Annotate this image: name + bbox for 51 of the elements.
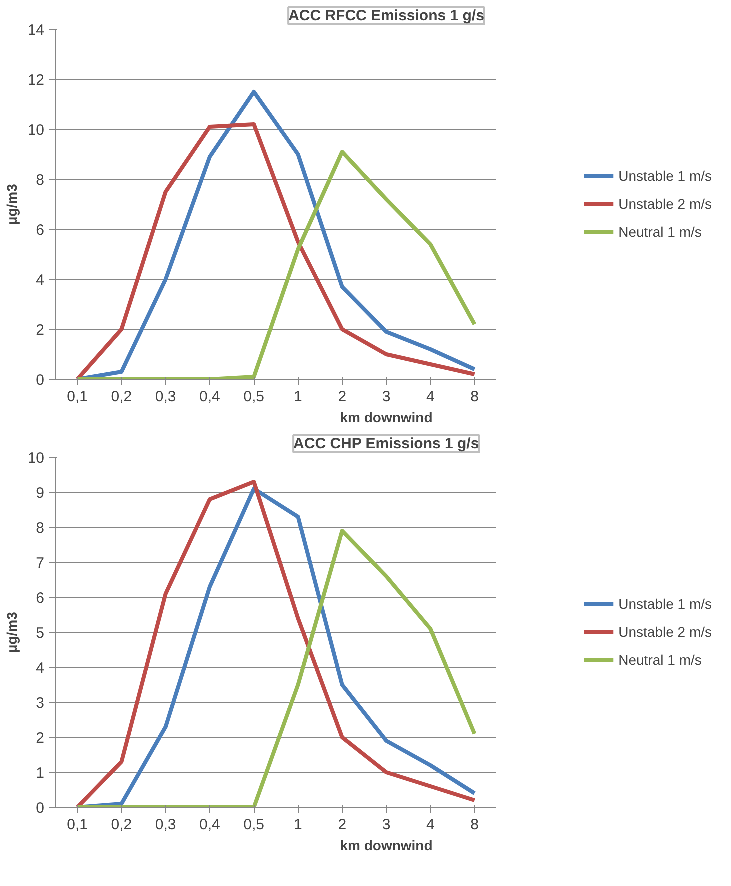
y-tick-label: 1 — [36, 765, 44, 782]
x-tick-label: 8 — [470, 388, 479, 406]
x-tick-label: 1 — [294, 388, 302, 406]
x-tick-label: 2 — [338, 816, 347, 834]
x-tick-label: 1 — [294, 816, 302, 834]
y-tick-label: 0 — [36, 372, 44, 389]
y-tick-label: 8 — [36, 520, 44, 537]
legend-label: Unstable 1 m/s — [618, 168, 712, 184]
y-tick-label: 4 — [36, 272, 44, 289]
x-tick-label: 8 — [470, 816, 479, 834]
chart-title: ACC RFCC Emissions 1 g/s — [288, 8, 484, 24]
y-tick-label: 2 — [36, 730, 44, 747]
y-axis-title: µg/m3 — [4, 612, 20, 653]
y-tick-label: 7 — [36, 555, 44, 572]
x-tick-label: 0,4 — [200, 816, 220, 834]
y-tick-label: 6 — [36, 222, 44, 239]
legend-label: Unstable 1 m/s — [618, 596, 712, 612]
x-tick-label: 3 — [382, 816, 391, 834]
legend-label: Unstable 2 m/s — [618, 196, 712, 212]
x-tick-label: 0,2 — [111, 816, 132, 834]
y-tick-label: 2 — [36, 322, 44, 339]
x-tick-label: 0,5 — [244, 816, 265, 834]
y-tick-label: 10 — [28, 122, 45, 139]
legend-label: Neutral 1 m/s — [618, 224, 702, 240]
y-tick-label: 6 — [36, 590, 44, 607]
y-tick-label: 9 — [36, 485, 44, 502]
x-tick-label: 3 — [382, 388, 391, 406]
y-tick-label: 4 — [36, 660, 44, 677]
y-tick-label: 3 — [36, 695, 44, 712]
x-tick-label: 0,3 — [155, 816, 176, 834]
chart-title: ACC CHP Emissions 1 g/s — [294, 436, 480, 452]
y-tick-label: 10 — [28, 450, 45, 467]
y-tick-label: 8 — [36, 172, 44, 189]
x-tick-label: 4 — [426, 388, 435, 406]
y-tick-label: 14 — [28, 22, 45, 39]
y-axis-title: µg/m3 — [4, 184, 20, 225]
x-axis-title: km downwind — [340, 838, 433, 854]
x-tick-label: 0,4 — [200, 388, 220, 406]
y-tick-label: 12 — [28, 72, 45, 89]
legend-label: Neutral 1 m/s — [618, 652, 702, 668]
x-tick-label: 4 — [426, 816, 435, 834]
y-tick-label: 5 — [36, 625, 44, 642]
x-tick-label: 0,2 — [111, 388, 132, 406]
x-tick-label: 0,1 — [67, 388, 88, 406]
legend-label: Unstable 2 m/s — [618, 624, 712, 640]
y-tick-label: 0 — [36, 800, 44, 817]
x-tick-label: 2 — [338, 388, 347, 406]
x-tick-label: 0,5 — [244, 388, 265, 406]
x-axis-title: km downwind — [340, 410, 433, 426]
x-tick-label: 0,3 — [155, 388, 176, 406]
x-tick-label: 0,1 — [67, 816, 88, 834]
